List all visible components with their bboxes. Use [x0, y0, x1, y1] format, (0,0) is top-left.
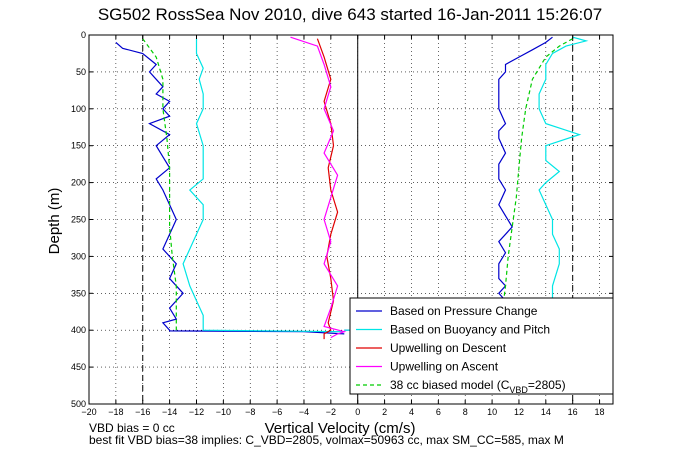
legend-label-subscript: VBD	[509, 385, 528, 395]
ticks: −20 −18 −16 −14 −12 −10 −8 −6 −4 −2 0 2 4 6 8 10 12 14 16 1…	[71, 30, 613, 417]
series-line	[316, 38, 339, 340]
series-line	[182, 38, 345, 333]
x-tick-label: −4	[299, 407, 309, 417]
x-tick-label: 16	[568, 407, 578, 417]
x-tick-label: 6	[436, 407, 441, 417]
x-tick-label: −6	[272, 407, 282, 417]
x-tick-label: −16	[135, 407, 150, 417]
y-tick-label: 200	[71, 178, 86, 188]
y-tick-label: 50	[76, 67, 86, 77]
y-tick-label: 100	[71, 104, 86, 114]
x-tick-label: −20	[81, 407, 96, 417]
x-tick-label: 10	[487, 407, 497, 417]
legend-label-tail: =2805)	[528, 378, 566, 392]
x-tick-label: 18	[595, 407, 605, 417]
x-tick-label: −18	[108, 407, 123, 417]
legend-label: Based on Buoyancy and Pitch	[390, 323, 550, 337]
x-tick-label: −10	[216, 407, 231, 417]
y-tick-label: 0	[81, 30, 86, 40]
x-axis-label: Vertical Velocity (cm/s)	[265, 420, 416, 437]
y-tick-label: 350	[71, 288, 86, 298]
x-tick-label: 4	[409, 407, 414, 417]
x-tick-label: 8	[463, 407, 468, 417]
series-line	[498, 38, 573, 331]
series-line	[142, 38, 177, 331]
y-tick-label: 150	[71, 141, 86, 151]
legend: Based on Pressure Change Based on Buoyanc…	[349, 297, 614, 395]
y-tick-label: 250	[71, 215, 86, 225]
series-line	[344, 36, 553, 331]
footer-bias-line: VBD bias = 0 cc	[89, 421, 175, 435]
x-tick-label: −14	[162, 407, 177, 417]
series-group	[115, 36, 589, 340]
legend-label: Based on Pressure Change	[390, 304, 538, 318]
x-tick-label: 2	[382, 407, 387, 417]
series-line	[344, 36, 589, 331]
y-tick-label: 300	[71, 251, 86, 261]
legend-label: Upwelling on Descent	[390, 341, 507, 355]
legend-label: 38 cc biased model (CVBD=2805)	[390, 378, 566, 395]
y-tick-label: 500	[71, 399, 86, 409]
legend-box	[349, 297, 614, 395]
y-axis-label: Depth (m)	[46, 188, 63, 255]
x-tick-label: 14	[541, 407, 551, 417]
chart-title: SG502 RossSea Nov 2010, dive 643 started…	[98, 5, 602, 24]
footer-fit-line: best fit VBD bias=38 implies: C_VBD=2805…	[89, 433, 564, 447]
x-tick-label: −2	[326, 407, 336, 417]
series-line	[115, 41, 345, 335]
x-tick-label: 0	[355, 407, 360, 417]
x-tick-label: −8	[245, 407, 255, 417]
x-tick-label: −12	[189, 407, 204, 417]
y-tick-label: 450	[71, 362, 86, 372]
x-tick-label: 12	[514, 407, 524, 417]
series-line	[290, 36, 347, 339]
y-tick-label: 400	[71, 325, 86, 335]
legend-label: Upwelling on Ascent	[390, 360, 499, 374]
legend-label-main: 38 cc biased model (C	[390, 378, 510, 392]
